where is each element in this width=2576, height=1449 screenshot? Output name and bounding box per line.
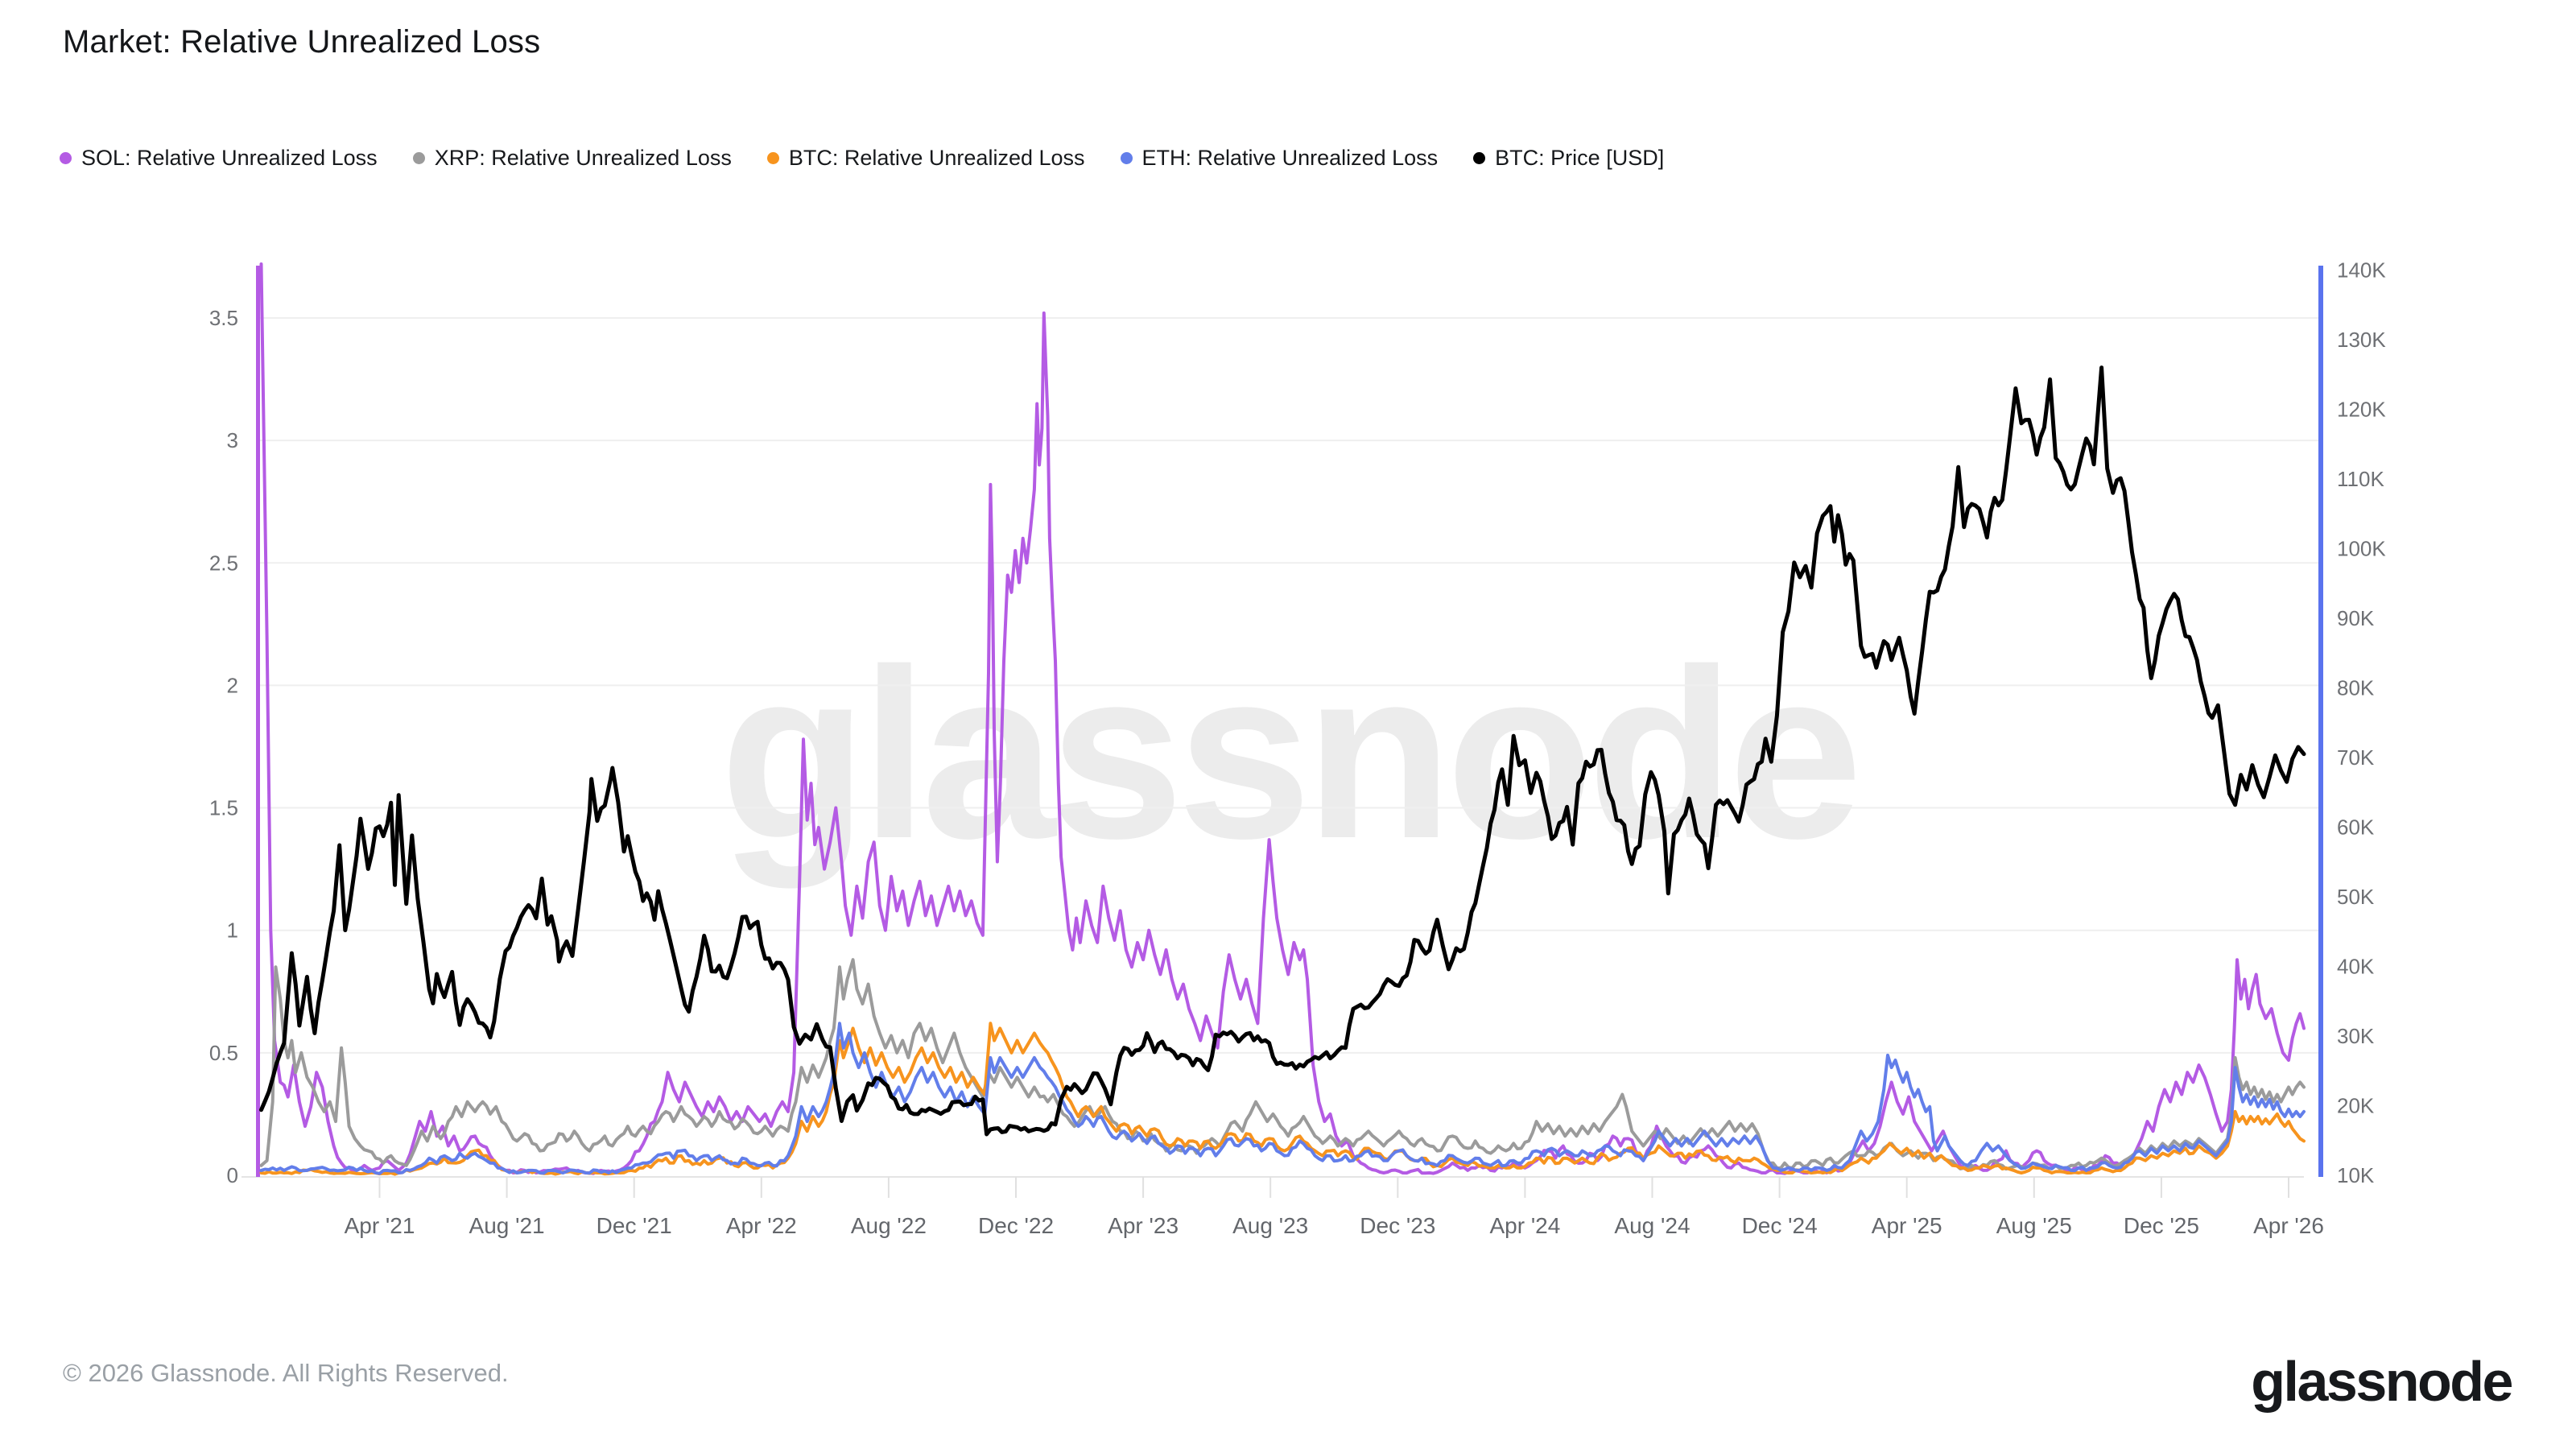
glassnode-logo: glassnode (2251, 1350, 2513, 1413)
right-axis-tick-label: 120K (2337, 398, 2386, 422)
watermark-text: glassnode (720, 618, 1856, 890)
x-axis-tick-label: Aug '25 (1996, 1213, 2072, 1238)
x-axis-tick-label: Dec '23 (1360, 1213, 1435, 1238)
xrp-series-dot-icon (412, 152, 425, 164)
right-axis-tick-label: 110K (2337, 467, 2384, 491)
legend-item-label: XRP: Relative Unrealized Loss (434, 146, 732, 170)
x-axis-tick-label: Dec '25 (2124, 1213, 2199, 1238)
legend-item-eth[interactable]: ETH: Relative Unrealized Loss (1120, 146, 1439, 171)
legend-item-label: ETH: Relative Unrealized Loss (1141, 146, 1439, 170)
right-axis-tick-label: 40K (2337, 955, 2375, 979)
copyright-text: © 2026 Glassnode. All Rights Reserved. (63, 1359, 509, 1387)
x-axis-tick-label: Apr '21 (345, 1213, 415, 1238)
legend-item-sol[interactable]: SOL: Relative Unrealized Loss (60, 146, 378, 171)
right-axis-tick-label: 140K (2337, 258, 2386, 283)
x-axis-tick-label: Apr '23 (1108, 1213, 1179, 1238)
legend-item-btc-price[interactable]: BTC: Price [USD] (1473, 146, 1664, 171)
x-axis-tick-label: Apr '26 (2253, 1213, 2324, 1238)
legend-item-btc[interactable]: BTC: Relative Unrealized Loss (766, 146, 1085, 171)
page-title: Market: Relative Unrealized Loss (63, 24, 541, 60)
x-axis-tick-label: Aug '24 (1614, 1213, 1690, 1238)
right-axis-tick-label: 30K (2337, 1024, 2375, 1048)
right-axis-tick-label: 60K (2337, 815, 2375, 840)
right-axis-tick-label: 130K (2337, 328, 2386, 352)
x-axis-tick-label: Aug '22 (851, 1213, 927, 1238)
right-axis-tick-label: 50K (2337, 885, 2375, 909)
right-axis-tick-label: 70K (2337, 745, 2375, 770)
sol-series-dot-icon (60, 152, 72, 164)
left-axis-tick-label: 2.5 (209, 551, 238, 575)
eth-series-dot-icon (1120, 152, 1133, 164)
legend-item-xrp[interactable]: XRP: Relative Unrealized Loss (412, 146, 732, 171)
left-axis-tick-label: 2 (227, 673, 238, 697)
legend-item-label: SOL: Relative Unrealized Loss (81, 146, 378, 170)
x-axis-tick-label: Dec '22 (978, 1213, 1054, 1238)
right-axis-tick-label: 20K (2337, 1094, 2375, 1118)
x-axis-tick-label: Dec '21 (597, 1213, 672, 1238)
left-axis-tick-label: 0 (227, 1163, 238, 1187)
btc-series-dot-icon (766, 152, 779, 164)
series-line-btc (259, 1022, 2306, 1176)
x-axis-tick-label: Dec '24 (1742, 1213, 1818, 1238)
right-axis-tick-label: 90K (2337, 606, 2375, 630)
right-axis-tick-label: 80K (2337, 676, 2375, 700)
x-axis-tick-label: Apr '25 (1872, 1213, 1942, 1238)
x-axis-tick-label: Aug '23 (1232, 1213, 1308, 1238)
x-axis-tick-label: Aug '21 (469, 1213, 545, 1238)
series-line-eth (259, 1022, 2306, 1175)
x-axis-tick-label: Apr '24 (1489, 1213, 1560, 1238)
left-axis-tick-label: 1 (227, 919, 238, 943)
left-axis-tick-label: 3 (227, 428, 238, 452)
legend: SOL: Relative Unrealized Loss XRP: Relati… (60, 146, 1664, 171)
left-axis-tick-label: 3.5 (209, 306, 238, 330)
left-axis-tick-label: 0.5 (209, 1041, 238, 1065)
legend-item-label: BTC: Price [USD] (1495, 146, 1665, 170)
right-axis-tick-label: 10K (2337, 1163, 2375, 1187)
right-axis-tick-label: 100K (2337, 537, 2386, 561)
x-axis-tick-label: Apr '22 (726, 1213, 797, 1238)
left-axis-tick-label: 1.5 (209, 796, 238, 820)
legend-item-label: BTC: Relative Unrealized Loss (788, 146, 1085, 170)
btc-price-series-dot-icon (1473, 152, 1486, 164)
series-line-btc-price (259, 365, 2306, 1137)
